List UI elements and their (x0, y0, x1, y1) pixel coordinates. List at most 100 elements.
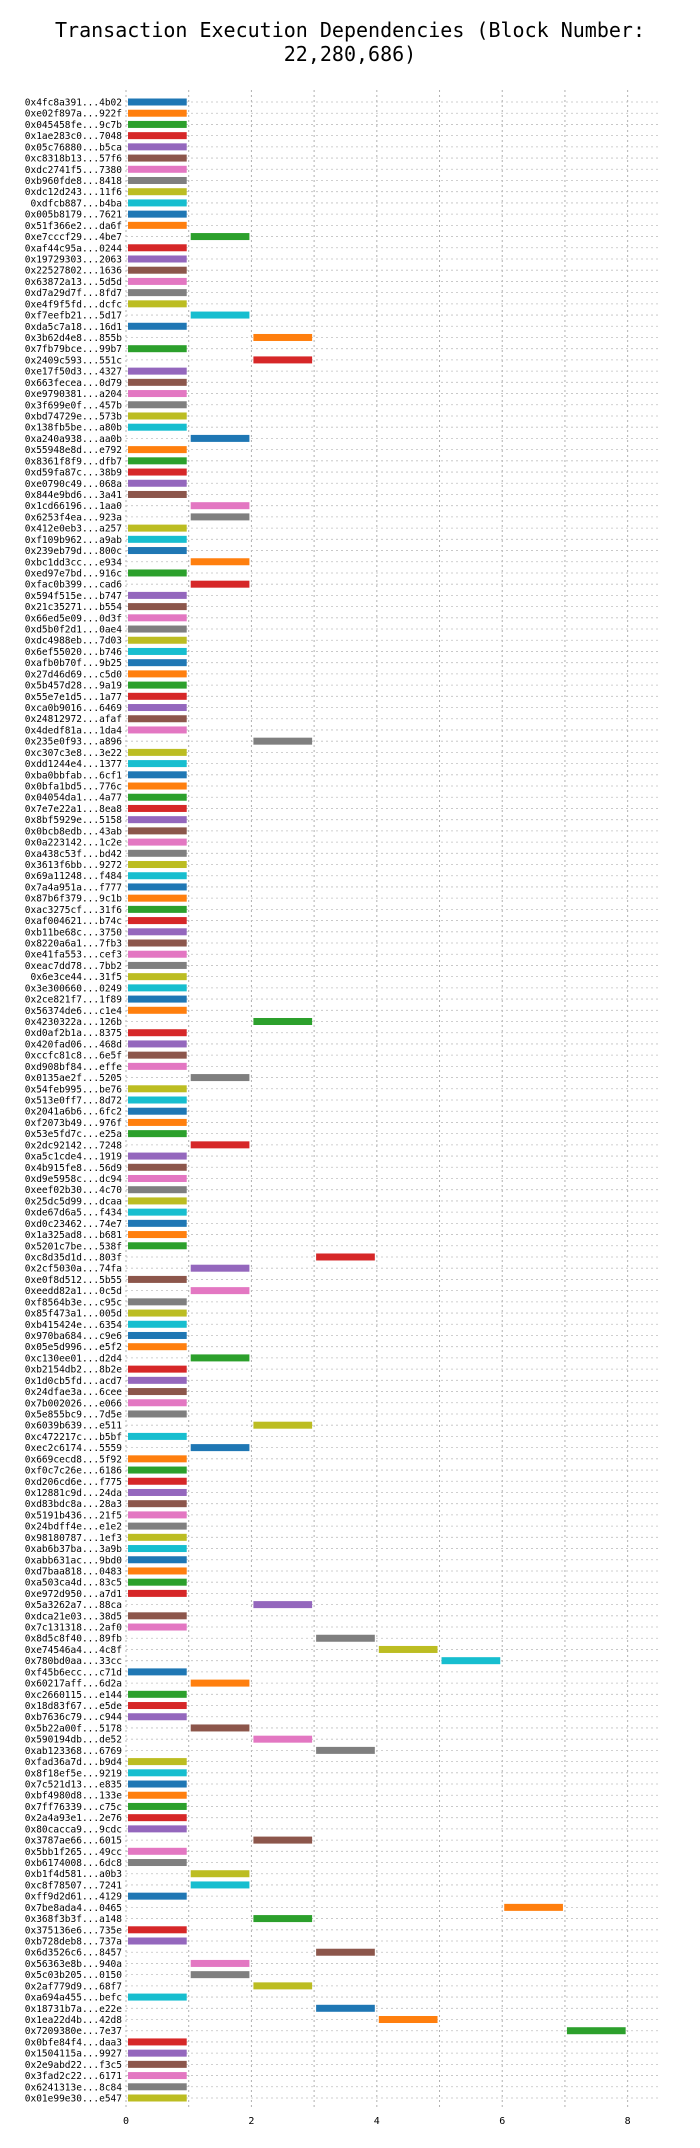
y-tick-label: 0x3e300660...0249 (25, 983, 123, 994)
execution-bar (504, 1903, 563, 1911)
execution-bar (128, 872, 187, 880)
y-tick-label: 0x7c131318...2af0 (25, 1623, 123, 1634)
y-tick-label: 0x005b8179...7621 (25, 210, 123, 221)
y-tick-label: 0x51f366e2...da6f (25, 221, 122, 232)
y-tick-label: 0x669cecd8...5f92 (25, 1454, 122, 1465)
y-tick-label: 0x27d46d69...c5d0 (25, 669, 123, 680)
y-tick-label: 0x3787ae66...6015 (25, 1836, 122, 1847)
execution-bar (128, 670, 187, 678)
execution-bar (190, 1074, 250, 1082)
execution-bar (128, 760, 187, 768)
y-tick-label: 0x7be8ada4...0465 (25, 1903, 122, 1914)
execution-bar (128, 1814, 187, 1822)
y-tick-label: 0xaf004621...b74c (25, 916, 122, 927)
execution-bar (128, 1118, 187, 1126)
y-tick-label: 0xf109b962...a9ab (25, 535, 123, 546)
execution-bar (190, 1679, 250, 1687)
execution-bar (128, 1085, 187, 1093)
execution-bar (128, 659, 187, 667)
execution-bar (128, 176, 187, 184)
execution-bar (128, 2038, 187, 2046)
y-tick-label: 0xf45b6ecc...c71d (25, 1667, 122, 1678)
y-tick-label: 0xec2c6174...5559 (25, 1443, 123, 1454)
execution-bar (128, 390, 187, 398)
y-tick-label: 0xed97e7bd...916c (25, 568, 122, 579)
y-tick-label: 0xbf4980d8...133e (25, 1791, 123, 1802)
y-tick-label: 0x5201c7be...538f (25, 1241, 122, 1252)
execution-bar (378, 1645, 438, 1653)
y-tick-label: 0x6ef55020...b746 (25, 647, 123, 658)
execution-bar (128, 1802, 187, 1810)
y-tick-label: 0x63872a13...5d5d (25, 277, 122, 288)
y-tick-label: 0x0a223142...1c2e (25, 838, 123, 849)
execution-bar (128, 154, 187, 162)
y-tick-label: 0xf8564b3e...c95c (25, 1297, 122, 1308)
execution-bar (190, 1141, 250, 1149)
y-tick-label: 0x2af779d9...68f7 (25, 1981, 122, 1992)
execution-bar (128, 277, 187, 285)
execution-bar (128, 547, 187, 555)
y-tick-label: 0xde67d6a5...f434 (25, 1208, 123, 1219)
y-tick-label: 0xa438c53f...bd42 (25, 849, 122, 860)
y-tick-label: 0xab123368...6769 (25, 1746, 123, 1757)
y-tick-label: 0x18d83f67...e5de (25, 1701, 123, 1712)
execution-bar (128, 1847, 187, 1855)
execution-bar (128, 1937, 187, 1945)
execution-bar (128, 401, 187, 409)
y-tick-label: 0xbd74729e...573b (25, 411, 123, 422)
execution-bar (128, 973, 187, 981)
y-tick-label: 0xd59fa87c...38b9 (25, 468, 123, 479)
y-tick-label: 0x4dedf81a...1da4 (25, 725, 123, 736)
y-tick-label: 0xaf44c95a...0244 (25, 243, 123, 254)
y-tick-label: 0xa694a455...befc (25, 1993, 122, 2004)
execution-bar (190, 1971, 250, 1979)
execution-bar (128, 1578, 187, 1586)
execution-bar (128, 1107, 187, 1115)
execution-bar (128, 289, 187, 297)
y-tick-label: 0xe0790c49...068a (25, 479, 122, 490)
y-tick-label: 0x7e7e22a1...8ea8 (25, 804, 123, 815)
y-tick-label: 0x22527802...1636 (25, 266, 123, 277)
y-tick-label: 0x1504115a...9927 (25, 2049, 122, 2060)
y-tick-label: 0xd83bdc8a...28a3 (25, 1499, 122, 1510)
execution-bar (128, 490, 187, 498)
y-tick-label: 0x55e7e1d5...1a77 (25, 692, 122, 703)
chart-title: Transaction Execution Dependencies (Bloc… (54, 18, 645, 66)
y-tick-label: 0xba0bbfab...6cf1 (25, 770, 123, 781)
y-tick-label: 0xdc2741f5...7380 (25, 165, 123, 176)
execution-bar (128, 1769, 187, 1777)
execution-bar (128, 838, 187, 846)
execution-bar (128, 1029, 187, 1037)
execution-bar (128, 793, 187, 801)
execution-bar (128, 1926, 187, 1934)
execution-bar (128, 1343, 187, 1351)
y-tick-label: 0x2a4a93e1...2e76 (25, 1813, 123, 1824)
y-tick-label: 0x2cf5030a...74fa (25, 1264, 122, 1275)
y-tick-label: 0x24bdff4e...e1e2 (25, 1522, 122, 1533)
y-tick-label: 0x5c03b205...0150 (25, 1970, 123, 1981)
y-tick-label: 0xafb0b70f...9b25 (25, 658, 122, 669)
y-tick-label: 0x87b6f379...9c1b (25, 894, 123, 905)
execution-bar (128, 894, 187, 902)
y-tick-label: 0x594f515e...b747 (25, 591, 122, 602)
y-tick-label: 0x5e855bc9...7d5e (25, 1409, 123, 1420)
execution-bar (190, 1959, 250, 1967)
execution-bar (253, 356, 313, 364)
execution-bar (128, 984, 187, 992)
execution-bar (128, 1006, 187, 1014)
execution-bar (128, 1488, 187, 1496)
x-tick-label: 4 (374, 2116, 380, 2127)
execution-bar (128, 446, 187, 454)
y-tick-label: 0xb7636c79...c944 (25, 1712, 123, 1723)
execution-bar (128, 1993, 187, 2001)
y-tick-label: 0x6241313e...8c84 (25, 2082, 123, 2093)
y-tick-label: 0xb2154db2...8b2e (25, 1365, 123, 1376)
execution-bar (128, 1130, 187, 1138)
execution-bar (441, 1657, 501, 1665)
y-tick-label: 0x3fad2c22...6171 (25, 2071, 123, 2082)
execution-bar (128, 188, 187, 196)
y-tick-label: 0xe0f8d512...5b55 (25, 1275, 122, 1286)
execution-bar (190, 1287, 250, 1295)
y-tick-label: 0x7ff76339...c75c (25, 1802, 122, 1813)
